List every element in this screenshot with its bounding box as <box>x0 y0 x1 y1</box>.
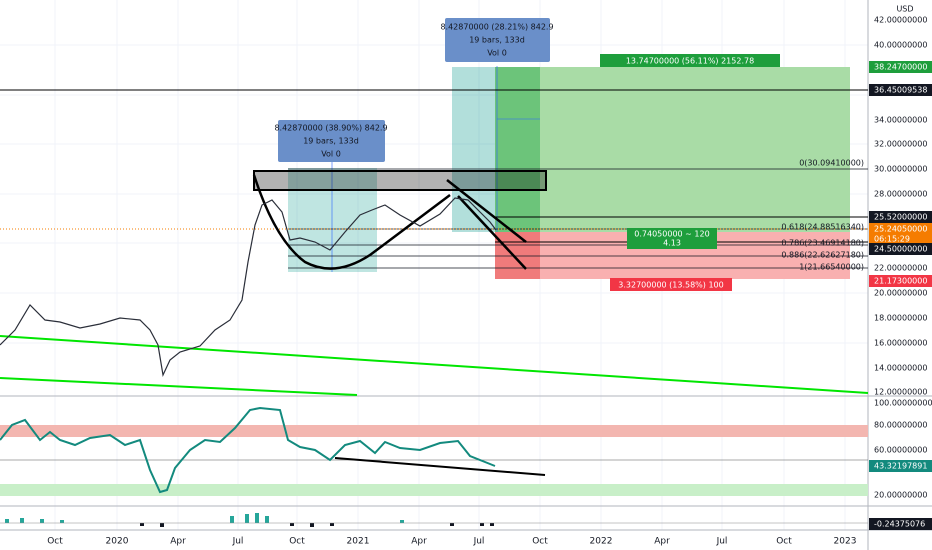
range-info-text: 8.42870000 (28.21%) 842.9 <box>440 23 553 32</box>
price-tag: 21.17300000 <box>874 277 927 286</box>
date-range <box>452 67 495 232</box>
time-tick-label: Apr <box>654 537 670 547</box>
target-label: 13.74700000 (56.11%) 2152.78 <box>626 57 754 66</box>
profit-zone-active <box>495 67 540 232</box>
price-tag: 25.24050000 <box>874 225 927 234</box>
price-tick-label: 22.00000000 <box>874 264 927 273</box>
price-tag-box <box>869 84 932 96</box>
time-tick-label: Oct <box>47 537 63 547</box>
price-tag-time: 06:15:29 <box>874 235 910 244</box>
indicator-tag: 43.32197891 <box>874 462 927 471</box>
price-tick-label: 28.00000000 <box>874 190 927 199</box>
rsi-tick-label: 20.00000000 <box>874 491 927 500</box>
profit-zone <box>495 67 850 232</box>
macd-histogram <box>5 513 404 523</box>
price-tick-label: 16.00000000 <box>874 339 927 348</box>
rsi-line <box>0 406 496 494</box>
range-info-text: 8.42870000 (38.90%) 842.9 <box>274 124 387 133</box>
macd-histogram <box>140 523 494 527</box>
range-info-text: 19 bars, 133d <box>303 137 359 146</box>
fib-label: 1(21.66540000) <box>799 263 864 272</box>
price-tag-box <box>869 243 932 255</box>
price-tag-box <box>869 275 932 287</box>
trend-line <box>0 335 869 394</box>
oversold-band <box>0 484 868 496</box>
fib-label: 0.886(22.62627180) <box>781 251 864 260</box>
price-tag-box <box>869 223 932 245</box>
currency-label: USD <box>896 5 913 14</box>
cup-pattern <box>252 174 451 270</box>
time-tick-label: 2020 <box>106 537 129 547</box>
range-info-text: Vol 0 <box>321 150 341 159</box>
price-tag: 38.24700000 <box>874 63 927 72</box>
time-tick-label: Jul <box>716 537 728 547</box>
divergence-line <box>334 457 546 476</box>
channel-line <box>446 179 527 243</box>
price-tags: 38.24700000 36.45009538 25.52000000 25.2405… <box>869 61 932 530</box>
time-tick-label: Oct <box>776 537 792 547</box>
indicator-tag: -0.24375076 <box>874 520 925 529</box>
price-series <box>0 197 497 378</box>
indicator-tag-box <box>869 460 932 472</box>
range-info-text: 19 bars, 133d <box>469 36 525 45</box>
price-tag: 25.52000000 <box>874 213 927 222</box>
time-tick-label: 2023 <box>834 537 857 547</box>
price-tick-label: 40.00000000 <box>874 41 927 50</box>
zone-box <box>253 170 547 191</box>
overbought-band <box>0 425 868 437</box>
time-axis: Oct 2020 Apr Jul Oct 2021 Apr Jul Oct 2022 Apr Jul O… <box>47 537 856 547</box>
rsi-tick-label: 80.00000000 <box>874 421 927 430</box>
entry-label: 0.74050000 ~ 120 <box>634 230 709 239</box>
price-tick-label: 30.00000000 <box>874 165 927 174</box>
rsi-tick-label: 100.00000000 <box>874 399 932 408</box>
range-info-box <box>445 18 550 62</box>
price-tick-label: 14.00000000 <box>874 364 927 373</box>
range-info-box <box>278 120 385 162</box>
fib-label: 0(30.09410000) <box>799 159 864 168</box>
grid <box>0 0 868 530</box>
channel-line <box>457 195 527 270</box>
price-tick-label: 20.00000000 <box>874 289 927 298</box>
time-tick-label: 2021 <box>347 537 370 547</box>
price-tag-box <box>869 211 932 223</box>
fib-label: 0.786(23.46914180) <box>781 239 864 248</box>
loss-zone-active <box>495 232 540 279</box>
entry-label-box <box>627 228 717 249</box>
range-info-text: Vol 0 <box>487 49 507 58</box>
price-tick-label: 12.00000000 <box>874 388 927 397</box>
price-tick-label: 18.00000000 <box>874 314 927 323</box>
stop-label: 3.32700000 (13.58%) 100 <box>618 281 723 290</box>
trend-line <box>0 377 358 396</box>
time-tick-label: Oct <box>289 537 305 547</box>
indicator-tag-box <box>869 518 932 530</box>
stop-label-box <box>610 278 732 291</box>
time-tick-label: Jul <box>232 537 244 547</box>
price-tag: 24.50000000 <box>874 245 927 254</box>
target-label-box <box>600 54 780 67</box>
time-tick-label: 2022 <box>590 537 613 547</box>
price-tag: 36.45009538 <box>874 86 927 95</box>
time-tick-label: Apr <box>411 537 427 547</box>
price-tag-box <box>869 61 932 73</box>
price-axis: 42.00000000 40.00000000 34.00000000 32.0000… <box>874 16 932 500</box>
date-range <box>288 168 377 272</box>
price-tick-label: 42.00000000 <box>874 16 927 25</box>
fib-label: 0.618(24.88516340) <box>781 223 864 232</box>
time-tick-label: Oct <box>532 537 548 547</box>
price-tick-label: 34.00000000 <box>874 116 927 125</box>
price-tick-label: 32.00000000 <box>874 140 927 149</box>
rsi-tick-label: 60.00000000 <box>874 446 927 455</box>
time-tick-label: Jul <box>473 537 485 547</box>
entry-label: 4.13 <box>663 239 681 248</box>
time-tick-label: Apr <box>170 537 186 547</box>
